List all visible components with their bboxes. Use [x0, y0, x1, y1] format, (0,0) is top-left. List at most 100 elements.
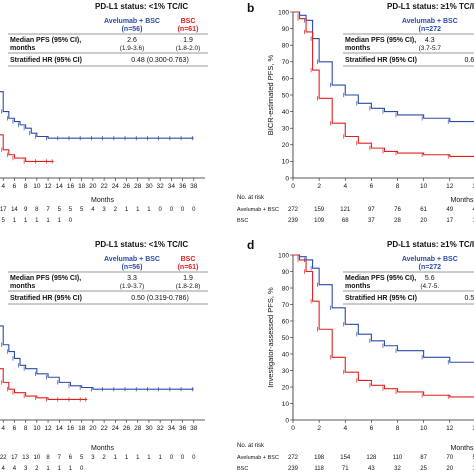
x-tick-label: 28 — [134, 425, 142, 432]
risk-value: 17 — [446, 218, 453, 224]
panel-1: PD-L1 status: <1% TC/IC4 6 8 10 12 14 16 18 20 22… — [0, 2, 208, 224]
km-curve-bsc — [293, 11, 474, 157]
summary-box — [343, 253, 474, 303]
y-tick-label: 80 — [282, 43, 290, 50]
x-tick-label: 16 — [67, 183, 75, 190]
risk-value: 5 — [2, 218, 6, 224]
panel-4: d PD-L1 status: ≥1% TC/IC1009080706050403… — [237, 238, 474, 472]
x-tick-label: 14 — [472, 183, 474, 190]
risk-value: 7 — [58, 455, 62, 461]
risk-value: 1 — [114, 455, 118, 461]
y-tick-label: 100 — [278, 252, 289, 259]
risk-value: 0 — [69, 218, 73, 224]
risk-value: 0 — [170, 455, 174, 461]
x-tick-label: 26 — [123, 425, 131, 432]
risk-value: 20 — [420, 218, 427, 224]
risk-value: 17 — [0, 207, 7, 213]
km-curve-avelumab — [0, 325, 194, 390]
median-label: Median PFS (95% CI), — [10, 37, 81, 44]
risk-value: 8 — [35, 207, 39, 213]
risk-value: 70 — [446, 455, 453, 461]
risk-value: 76 — [394, 207, 401, 213]
risk-value: 37 — [368, 218, 375, 224]
summary-box — [8, 15, 208, 65]
median-value-avelumab: 4.3 — [425, 37, 435, 44]
arm-label-avelumab: Avelumab + BSC — [402, 256, 458, 263]
summary-box — [343, 15, 474, 65]
arm-n-avelumab: (n=56) — [122, 26, 143, 33]
x-tick-label: 20 — [89, 183, 97, 190]
risk-value: 0 — [170, 207, 174, 213]
x-tick-label: 12 — [44, 425, 52, 432]
risk-value: 1 — [136, 207, 140, 213]
risk-table-label: No. at risk — [237, 443, 265, 449]
x-tick-label: 4 — [343, 183, 347, 190]
x-tick-label: 20 — [89, 425, 97, 432]
risk-value: 1 — [147, 207, 151, 213]
x-tick-label: 8 — [24, 425, 28, 432]
x-tick-label: 2 — [317, 425, 321, 432]
x-tick-label: 10 — [420, 183, 428, 190]
risk-value: 71 — [342, 466, 349, 472]
risk-value: 32 — [394, 466, 401, 472]
median-ci-bsc: (1.8-2.8) — [176, 283, 201, 290]
median-value-avelumab: 2.6 — [127, 37, 137, 44]
panel-title: PD-L1 status: <1% TC/IC — [95, 240, 188, 249]
x-tick-label: 10 — [33, 425, 41, 432]
x-tick-label: 30 — [145, 183, 153, 190]
risk-value: 4 — [13, 466, 17, 472]
median-label: Median PFS (95% CI), — [345, 37, 416, 44]
y-tick-label: 20 — [282, 142, 290, 149]
arm-label-avelumab: Avelumab + BSC — [104, 18, 160, 25]
x-tick-label: 30 — [145, 425, 153, 432]
x-tick-label: 6 — [370, 425, 374, 432]
x-tick-label: 6 — [13, 183, 17, 190]
median-value-bsc: 1.9 — [183, 37, 193, 44]
risk-value: 5 — [69, 207, 73, 213]
x-tick-label: 32 — [157, 425, 165, 432]
risk-value: 1 — [125, 207, 129, 213]
median-value-avelumab: 5.6 — [425, 275, 435, 282]
panel-3: PD-L1 status: <1% TC/IC4 6 8 10 12 14 16 18 20 22… — [0, 240, 208, 472]
risk-value: 20 — [446, 466, 453, 472]
median-value-bsc: 1.9 — [183, 275, 193, 282]
risk-value: 4 — [91, 207, 95, 213]
y-tick-label: 40 — [282, 351, 290, 358]
x-tick-label: 22 — [100, 183, 108, 190]
risk-value: 272 — [288, 455, 299, 461]
median-ci-avelumab: (1.9-3.6) — [120, 45, 145, 52]
risk-value: 3 — [24, 466, 28, 472]
risk-value: 45 — [473, 207, 474, 213]
risk-value: 0 — [192, 455, 196, 461]
y-tick-label: 70 — [282, 59, 290, 66]
x-tick-label: 0 — [291, 425, 295, 432]
panel-2: b PD-L1 status: ≥1% TC/IC1009080706050403… — [237, 1, 474, 224]
risk-value: 2 — [35, 466, 39, 472]
x-axis-label: Months — [451, 445, 474, 452]
risk-value: 198 — [314, 455, 325, 461]
median-label: Median PFS (95% CI), — [10, 275, 81, 282]
median-ci-avelumab: (1.9-3.7) — [120, 283, 145, 290]
y-tick-label: 40 — [282, 109, 290, 116]
risk-value: 239 — [288, 218, 299, 224]
risk-value: 8 — [46, 455, 50, 461]
x-tick-label: 14 — [56, 425, 64, 432]
km-curve-avelumab — [293, 254, 474, 363]
risk-value: 5 — [80, 207, 84, 213]
arm-label-bsc: BSC — [181, 256, 196, 263]
risk-value: 14 — [473, 218, 474, 224]
summary-box — [8, 253, 208, 303]
x-tick-label: 16 — [67, 425, 75, 432]
x-tick-label: 18 — [78, 183, 86, 190]
risk-value: 272 — [288, 207, 299, 213]
risk-value: 59 — [473, 455, 474, 461]
risk-value: 1 — [158, 455, 162, 461]
x-tick-label: 10 — [420, 425, 428, 432]
x-axis-label: Months — [91, 197, 114, 204]
y-tick-label: 10 — [282, 401, 290, 408]
risk-value: 1 — [46, 218, 50, 224]
risk-value: 0 — [181, 455, 185, 461]
x-axis-label: Months — [451, 197, 474, 204]
y-tick-label: 50 — [282, 335, 290, 342]
median-ci-avelumab: (4.7-5. — [420, 283, 439, 290]
